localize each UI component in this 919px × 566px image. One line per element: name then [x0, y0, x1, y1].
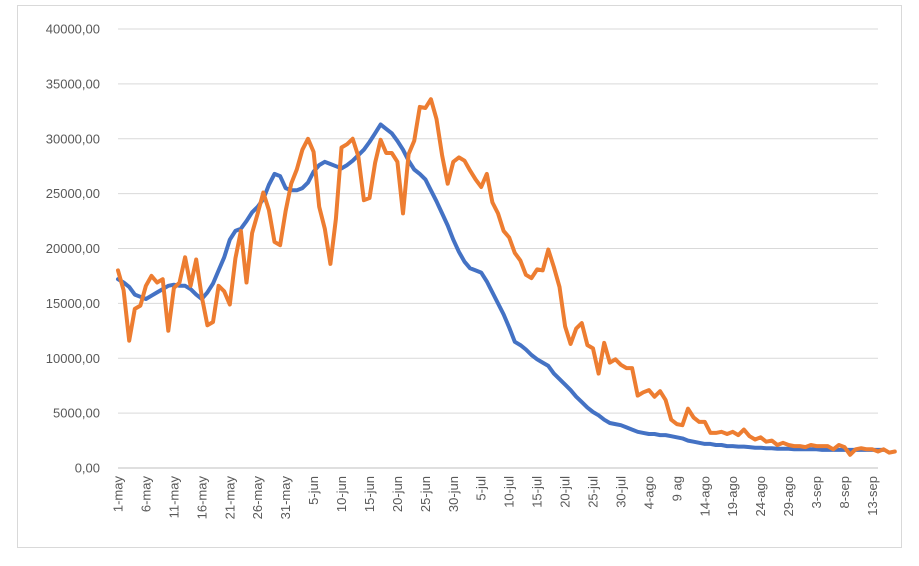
x-tick-label: 24-ago — [753, 476, 768, 516]
y-tick-label: 20000,00 — [46, 241, 100, 256]
x-tick-label: 15-jul — [530, 476, 545, 508]
y-tick-label: 35000,00 — [46, 76, 100, 91]
y-axis-tick-labels: 0,00 5000,00 10000,00 15000,00 20000,00 25000… — [46, 22, 100, 476]
x-tick-label: 4-ago — [641, 476, 656, 509]
x-tick-label: 26-may — [250, 476, 265, 520]
x-tick-label: 21-may — [222, 476, 237, 520]
chart-frame — [17, 5, 902, 548]
x-tick-label: 31-may — [278, 476, 293, 520]
x-tick-label: 5-jul — [474, 476, 489, 501]
x-tick-label: 1-may — [111, 476, 126, 513]
x-tick-label: 10-jun — [334, 476, 349, 512]
x-tick-label: 30-jun — [446, 476, 461, 512]
x-tick-label: 13-sep — [865, 476, 880, 516]
y-tick-label: 15000,00 — [46, 296, 100, 311]
x-tick-label: 16-may — [194, 476, 209, 520]
y-tick-label: 10000,00 — [46, 351, 100, 366]
x-tick-label: 20-jun — [390, 476, 405, 512]
y-tick-label: 5000,00 — [53, 406, 100, 421]
x-tick-label: 8-sep — [837, 476, 852, 509]
x-tick-label: 15-jun — [362, 476, 377, 512]
series-line-2 — [116, 97, 897, 457]
series-lines — [116, 97, 897, 457]
x-tick-label: 25-jun — [418, 476, 433, 512]
x-tick-label: 9 ag — [669, 476, 684, 501]
x-axis-tick-labels: 1-may 6-may 11-may 16-may 21-may 26-may 31-may… — [111, 476, 880, 520]
y-tick-label: 30000,00 — [46, 131, 100, 146]
x-tick-label: 10-jul — [502, 476, 517, 508]
x-tick-label: 30-jul — [613, 476, 628, 508]
x-tick-label: 29-ago — [781, 476, 796, 516]
gridlines — [118, 28, 878, 469]
x-tick-label: 6-may — [138, 476, 153, 513]
series-line-1 — [116, 122, 886, 452]
x-tick-label: 3-sep — [809, 476, 824, 509]
y-tick-label: 0,00 — [75, 461, 100, 476]
y-tick-label: 40000,00 — [46, 22, 100, 37]
x-tick-label: 11-may — [166, 476, 181, 519]
x-tick-label: 14-ago — [697, 476, 712, 516]
x-tick-label: 19-ago — [725, 476, 740, 516]
x-tick-label: 25-jul — [586, 476, 601, 508]
x-tick-label: 5-jun — [306, 476, 321, 505]
x-tick-label: 20-jul — [558, 476, 573, 508]
y-tick-label: 25000,00 — [46, 186, 100, 201]
